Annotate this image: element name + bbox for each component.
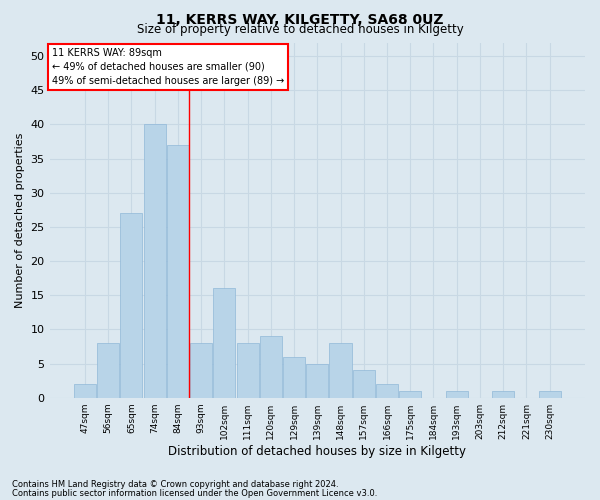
- Bar: [190, 343, 212, 398]
- Y-axis label: Number of detached properties: Number of detached properties: [15, 132, 25, 308]
- Bar: [539, 391, 560, 398]
- Text: Contains HM Land Registry data © Crown copyright and database right 2024.: Contains HM Land Registry data © Crown c…: [12, 480, 338, 489]
- Bar: [492, 391, 514, 398]
- Bar: [306, 364, 328, 398]
- Bar: [353, 370, 375, 398]
- Text: Size of property relative to detached houses in Kilgetty: Size of property relative to detached ho…: [137, 22, 463, 36]
- Bar: [376, 384, 398, 398]
- Text: 11 KERRS WAY: 89sqm
← 49% of detached houses are smaller (90)
49% of semi-detach: 11 KERRS WAY: 89sqm ← 49% of detached ho…: [52, 48, 284, 86]
- Bar: [236, 343, 259, 398]
- Bar: [167, 145, 189, 398]
- Bar: [143, 124, 166, 398]
- Bar: [74, 384, 96, 398]
- Bar: [97, 343, 119, 398]
- Bar: [329, 343, 352, 398]
- Bar: [446, 391, 468, 398]
- Bar: [283, 356, 305, 398]
- Bar: [260, 336, 282, 398]
- Text: 11, KERRS WAY, KILGETTY, SA68 0UZ: 11, KERRS WAY, KILGETTY, SA68 0UZ: [156, 12, 444, 26]
- Text: Contains public sector information licensed under the Open Government Licence v3: Contains public sector information licen…: [12, 488, 377, 498]
- Bar: [213, 288, 235, 398]
- X-axis label: Distribution of detached houses by size in Kilgetty: Distribution of detached houses by size …: [168, 444, 466, 458]
- Bar: [121, 214, 142, 398]
- Bar: [399, 391, 421, 398]
